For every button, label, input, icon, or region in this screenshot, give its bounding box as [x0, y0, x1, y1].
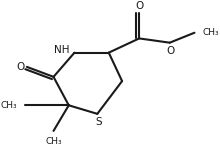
Text: CH₃: CH₃	[1, 101, 17, 110]
Text: O: O	[16, 62, 24, 72]
Text: S: S	[95, 117, 102, 127]
Text: CH₃: CH₃	[45, 137, 62, 146]
Text: O: O	[167, 46, 175, 56]
Text: NH: NH	[54, 45, 70, 55]
Text: O: O	[135, 1, 143, 11]
Text: CH₃: CH₃	[202, 28, 219, 37]
